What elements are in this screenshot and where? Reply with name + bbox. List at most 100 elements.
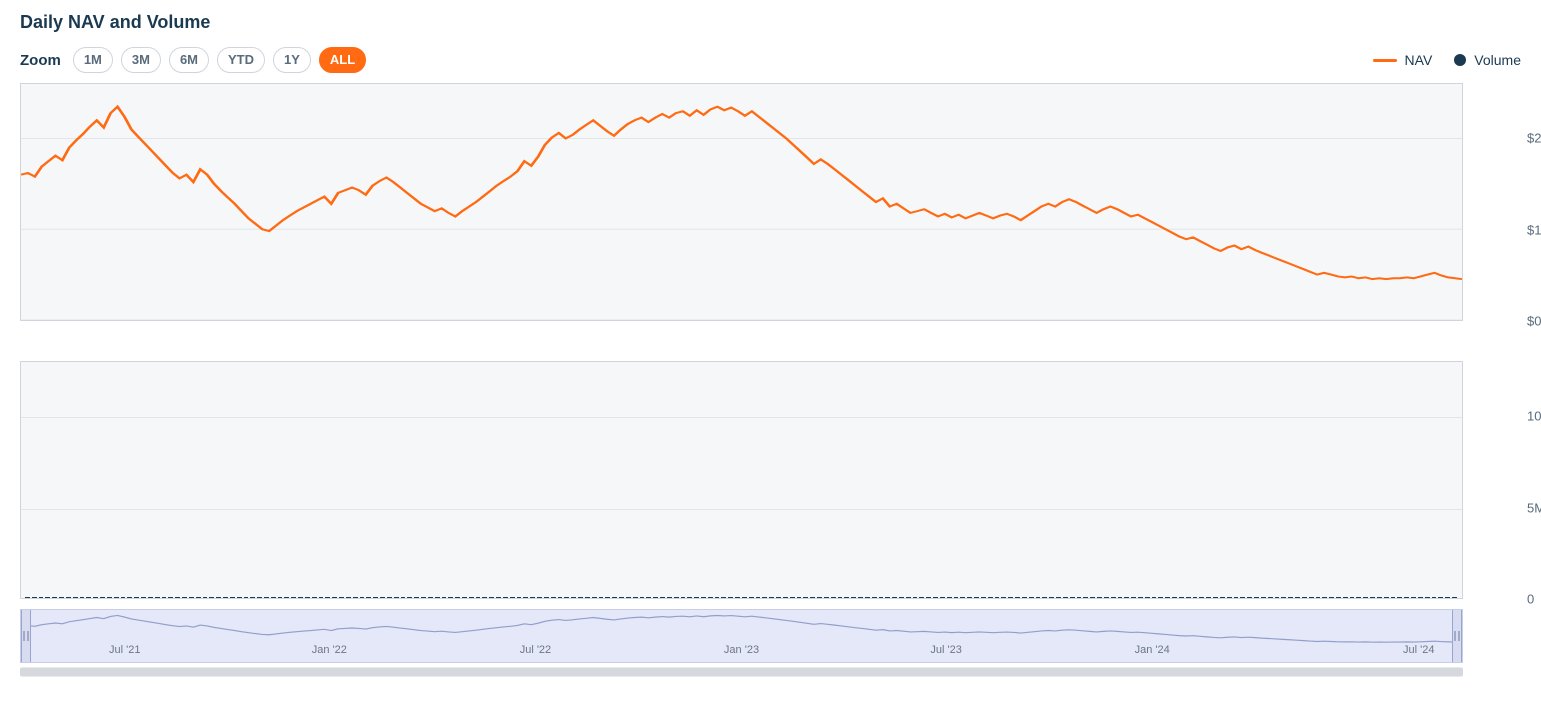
chart-legend: NAV Volume bbox=[1373, 52, 1521, 68]
volume-bar bbox=[960, 597, 965, 598]
volume-bar bbox=[86, 597, 91, 598]
zoom-button-6m[interactable]: 6M bbox=[169, 47, 209, 73]
volume-bar bbox=[810, 597, 815, 598]
volume-bar bbox=[230, 597, 235, 598]
controls-row: Zoom 1M3M6MYTD1YALL NAV Volume bbox=[20, 47, 1521, 73]
volume-bar bbox=[353, 597, 358, 598]
range-xtick: Jul '21 bbox=[109, 644, 140, 656]
volume-bar bbox=[278, 597, 283, 598]
volume-bar bbox=[1391, 597, 1396, 598]
volume-bar bbox=[380, 597, 385, 598]
range-handle-right[interactable] bbox=[1452, 610, 1462, 662]
volume-chart[interactable] bbox=[20, 361, 1463, 599]
volume-bar bbox=[421, 597, 426, 598]
range-scrollbar[interactable] bbox=[20, 667, 1463, 677]
range-xtick: Jul '23 bbox=[930, 644, 961, 656]
volume-bar bbox=[148, 597, 153, 598]
volume-bar bbox=[162, 597, 167, 598]
volume-bar bbox=[633, 597, 638, 598]
volume-swatch bbox=[1454, 54, 1466, 66]
volume-bar bbox=[1404, 597, 1409, 598]
volume-bar bbox=[660, 597, 665, 598]
volume-bar bbox=[1309, 597, 1314, 598]
volume-bar bbox=[544, 597, 549, 598]
volume-bar bbox=[981, 597, 986, 598]
volume-bar bbox=[100, 597, 105, 598]
volume-bar bbox=[844, 597, 849, 598]
volume-chart-wrap: 05M10M bbox=[20, 361, 1521, 599]
volume-bar bbox=[776, 597, 781, 598]
volume-bar bbox=[476, 597, 481, 598]
volume-bar bbox=[448, 597, 453, 598]
volume-bar bbox=[1015, 597, 1020, 598]
volume-bar bbox=[298, 597, 303, 598]
zoom-button-ytd[interactable]: YTD bbox=[217, 47, 265, 73]
range-xtick: Jul '22 bbox=[520, 644, 551, 656]
volume-bar bbox=[585, 597, 590, 598]
volume-bar bbox=[721, 597, 726, 598]
range-xtick: Jul '24 bbox=[1403, 644, 1434, 656]
volume-bar bbox=[1077, 597, 1082, 598]
volume-bar bbox=[1152, 597, 1157, 598]
volume-bar bbox=[1343, 597, 1348, 598]
volume-bar bbox=[325, 597, 330, 598]
volume-bar bbox=[1206, 597, 1211, 598]
volume-bar bbox=[209, 597, 214, 598]
volume-bar bbox=[244, 597, 249, 598]
volume-bar bbox=[872, 597, 877, 598]
volume-bar bbox=[974, 597, 979, 598]
volume-bar bbox=[203, 597, 208, 598]
chart-title: Daily NAV and Volume bbox=[20, 12, 1521, 33]
volume-bar bbox=[694, 597, 699, 598]
volume-bar bbox=[571, 597, 576, 598]
volume-bar bbox=[906, 597, 911, 598]
volume-bar bbox=[1295, 597, 1300, 598]
volume-bar bbox=[783, 597, 788, 598]
zoom-button-1m[interactable]: 1M bbox=[73, 47, 113, 73]
volume-bar bbox=[1370, 597, 1375, 598]
range-xtick: Jan '22 bbox=[312, 644, 347, 656]
volume-bar bbox=[1083, 597, 1088, 598]
volume-bar bbox=[687, 597, 692, 598]
volume-bar bbox=[592, 597, 597, 598]
volume-bar bbox=[182, 597, 187, 598]
volume-bar bbox=[1063, 597, 1068, 598]
volume-bar bbox=[831, 597, 836, 598]
volume-bar bbox=[127, 597, 132, 598]
volume-bar bbox=[257, 597, 262, 598]
volume-bar bbox=[305, 597, 310, 598]
volume-bar bbox=[1322, 597, 1327, 598]
volume-bar bbox=[1193, 597, 1198, 598]
volume-bar bbox=[1165, 597, 1170, 598]
range-selector[interactable]: Jul '21Jan '22Jul '22Jan '23Jul '23Jan '… bbox=[20, 609, 1463, 663]
volume-bar bbox=[865, 597, 870, 598]
range-handle-left[interactable] bbox=[21, 610, 31, 662]
volume-bar bbox=[1411, 597, 1416, 598]
volume-bar bbox=[373, 597, 378, 598]
volume-bar bbox=[523, 597, 528, 598]
volume-bar bbox=[1425, 597, 1430, 598]
volume-bar bbox=[653, 597, 658, 598]
volume-bar bbox=[1131, 597, 1136, 598]
volume-bar bbox=[435, 597, 440, 598]
volume-bar bbox=[1336, 597, 1341, 598]
volume-bar bbox=[1145, 597, 1150, 598]
volume-bar bbox=[1097, 597, 1102, 598]
volume-bar bbox=[599, 597, 604, 598]
zoom-button-3m[interactable]: 3M bbox=[121, 47, 161, 73]
nav-chart[interactable] bbox=[20, 83, 1463, 321]
zoom-button-1y[interactable]: 1Y bbox=[273, 47, 311, 73]
volume-bar bbox=[1022, 597, 1027, 598]
volume-bar bbox=[1384, 597, 1389, 598]
volume-bar bbox=[954, 597, 959, 598]
volume-bar bbox=[1213, 597, 1218, 598]
volume-ytick: 0 bbox=[1527, 592, 1534, 607]
zoom-button-all[interactable]: ALL bbox=[319, 47, 366, 73]
volume-bar bbox=[715, 597, 720, 598]
legend-item-volume: Volume bbox=[1454, 52, 1521, 68]
volume-bar bbox=[442, 597, 447, 598]
volume-bar bbox=[216, 597, 221, 598]
volume-bar bbox=[558, 597, 563, 598]
volume-bar bbox=[360, 597, 365, 598]
volume-bar bbox=[824, 597, 829, 598]
